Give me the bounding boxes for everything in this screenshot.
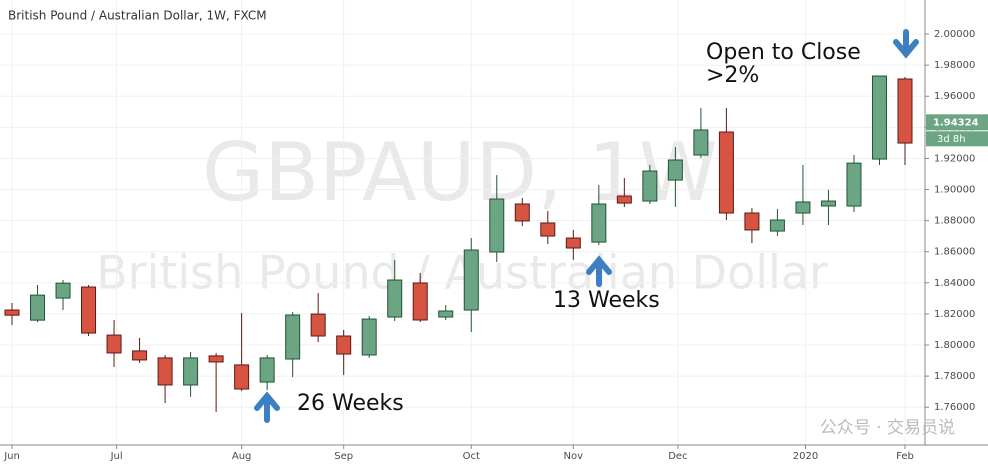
candle-body [183,357,199,386]
x-tick-label: Dec [668,451,687,462]
annotation: 26 Weeks [297,391,404,416]
candle-body [285,314,301,360]
candle-body [846,162,862,207]
candle-body [616,195,632,204]
candle-body [489,198,505,253]
y-tick-label: 1.82000 [934,309,975,320]
watermark: GBPAUD, 1W [202,126,718,219]
x-tick-label: Nov [564,451,584,462]
annotation: >2% [706,63,759,88]
candle-body [30,294,46,321]
x-tick-label: Jul [110,451,123,462]
price-label: 1.94324 [933,117,979,128]
candle-body [157,357,173,386]
candle-body [387,279,403,318]
candle-body [769,219,785,232]
candle-body [132,350,148,361]
y-tick-label: 2.00000 [934,29,975,40]
candle-body [81,286,97,334]
y-tick-label: 1.78000 [934,371,975,382]
watermark-subtitle: British Pound / Australian Dollar [96,246,828,300]
price-badge [926,114,988,131]
arrow-up [586,255,612,287]
y-tick-label: 1.88000 [934,216,975,227]
x-tick-label: Feb [896,451,914,462]
candle-body [55,282,71,299]
y-tick-label: 1.96000 [934,91,975,102]
candle-body [667,159,683,181]
x-tick-label: 2020 [793,451,818,462]
candle-body [565,237,581,249]
candle-body [514,203,530,222]
x-tick-label: Sep [334,451,353,462]
candle-body [336,335,352,355]
x-tick-label: Jun [3,451,20,462]
candle-body [310,313,326,337]
candle-body [718,131,734,214]
y-tick-label: 1.80000 [934,340,975,351]
candle-body [897,78,913,144]
y-tick-label: 1.92000 [934,153,975,164]
countdown-label: 3d 8h [937,134,966,145]
candle-body [744,212,760,231]
grid [0,0,929,449]
candle-body [871,75,887,160]
candle-body [540,222,556,237]
arrow-up [254,391,280,423]
candle-body [795,201,811,214]
arrow-down [893,29,919,59]
annotation: Open to Close [706,40,861,65]
y-tick-label: 1.90000 [934,185,975,196]
candles [4,75,913,413]
annotation: 13 Weeks [553,288,660,313]
candle-body [234,364,250,390]
y-tick-label: 1.76000 [934,402,975,413]
candle-body [106,334,122,354]
y-tick-label: 1.86000 [934,247,975,258]
y-tick-label: 1.84000 [934,278,975,289]
chart-title: British Pound / Australian Dollar, 1W, F… [8,9,267,23]
x-tick-label: Oct [463,451,480,462]
candle-body [259,357,275,383]
candle-body [438,310,454,318]
candle-body [412,282,428,321]
candle-body [463,249,479,311]
candle-body [642,170,658,202]
candle-body [820,200,836,207]
candle-body [693,129,709,156]
x-tick-label: Aug [232,451,252,462]
source-watermark: 公众号 · 交易员说 [820,418,955,438]
candle-body [361,318,377,356]
candle-body [4,309,20,316]
countdown-badge [926,131,988,147]
y-tick-label: 1.98000 [934,60,975,71]
candle-body [591,203,607,243]
candle-body [208,355,224,363]
